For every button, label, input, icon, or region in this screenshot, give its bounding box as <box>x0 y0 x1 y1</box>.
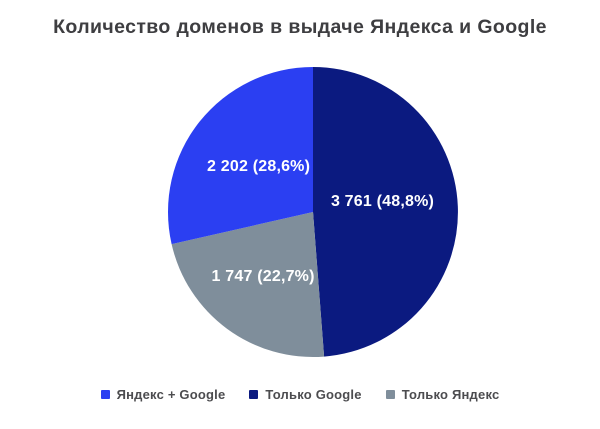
pie-slice-only-yandex <box>171 212 325 357</box>
legend-item-only-google: Только Google <box>249 387 361 402</box>
legend-color-swatch <box>249 390 259 399</box>
legend-color-swatch <box>385 390 395 399</box>
chart-legend: Яндекс + Google Только Google Только Яндек… <box>0 387 600 402</box>
chart-title: Количество доменов в выдаче Яндекса и Go… <box>53 16 547 38</box>
legend-item-label: Яндекс + Google <box>116 387 226 402</box>
pie-slice-value-label: 1 747 (22,7%) <box>212 268 315 285</box>
pie-slice-only-google <box>313 67 458 357</box>
pie-slice-value-label: 2 202 (28,6%) <box>207 158 310 175</box>
legend-item-only-yandex: Только Яндекс <box>385 387 500 402</box>
legend-item-yandex-plus-google: Яндекс + Google <box>100 387 226 402</box>
legend-color-swatch <box>100 390 110 399</box>
pie-slice-yandex-plus-google <box>167 67 313 245</box>
legend-item-label: Только Google <box>265 387 362 402</box>
pie-slice-value-label: 3 761 (48,8%) <box>331 193 434 210</box>
legend-item-label: Только Яндекс <box>401 387 500 402</box>
